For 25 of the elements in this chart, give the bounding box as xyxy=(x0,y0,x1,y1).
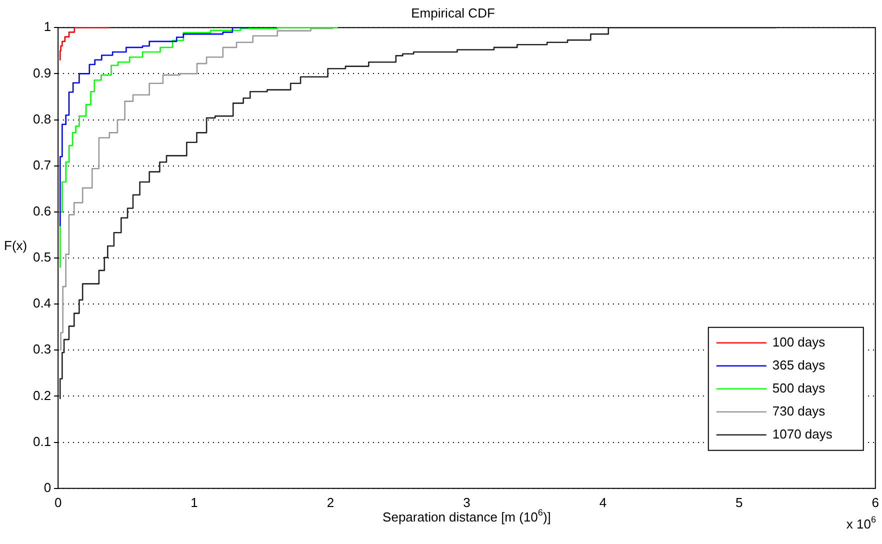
y-tick-label: 0.2 xyxy=(32,388,52,403)
y-tick-label: 1 xyxy=(44,19,52,34)
x-tick-label: 1 xyxy=(190,494,198,510)
legend-label: 365 days xyxy=(772,357,826,372)
legend-label: 500 days xyxy=(772,380,826,396)
y-tick-label: 0.6 xyxy=(32,204,52,218)
x-tick-label: 6 xyxy=(872,494,879,510)
y-tick-label: 0.9 xyxy=(32,65,52,80)
legend-label: 730 days xyxy=(772,403,826,418)
legend-label: 100 days xyxy=(772,334,826,350)
y-tick-label: 0 xyxy=(44,480,52,495)
y-tick-label: 0.5 xyxy=(32,250,52,265)
y-tick-label: 0.3 xyxy=(32,342,52,357)
x-tick-label: 0 xyxy=(54,494,62,510)
x-tick-label: 2 xyxy=(326,494,334,510)
y-tick-label: 0.7 xyxy=(32,157,52,172)
chart-title: Empirical CDF xyxy=(411,5,495,20)
x-tick-label: 3 xyxy=(463,494,470,510)
y-axis-title: F(x) xyxy=(4,238,28,253)
x-tick-label: 4 xyxy=(599,494,607,510)
y-tick-label: 0.8 xyxy=(32,111,52,126)
y-tick-label: 0.1 xyxy=(32,434,52,449)
y-tick-label: 0.4 xyxy=(32,296,52,311)
x-tick-label: 5 xyxy=(736,494,743,510)
legend-label: 1070 days xyxy=(772,426,833,442)
